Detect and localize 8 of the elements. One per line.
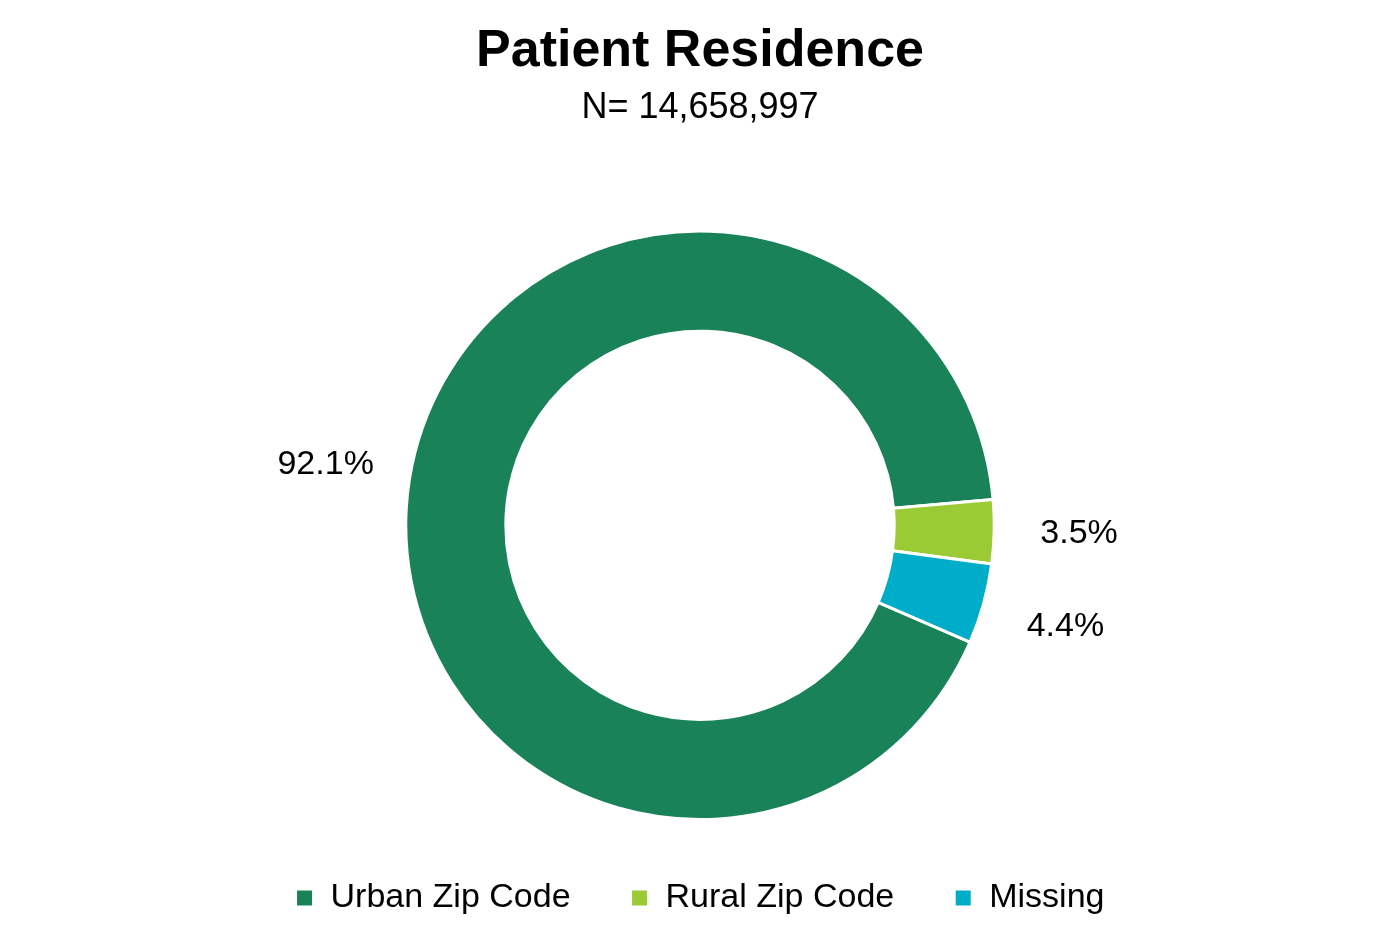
data-label: 4.4% (1026, 604, 1105, 643)
chart-title: Patient Residence (476, 18, 924, 77)
data-label: 92.1% (277, 443, 374, 482)
data-label: 3.5% (1040, 512, 1118, 551)
legend-label: Rural Zip Code (665, 876, 895, 915)
legend-label: Missing (989, 876, 1105, 915)
chart-subtitle: N= 14,658,997 (581, 84, 819, 126)
legend-label: Urban Zip Code (330, 876, 571, 915)
